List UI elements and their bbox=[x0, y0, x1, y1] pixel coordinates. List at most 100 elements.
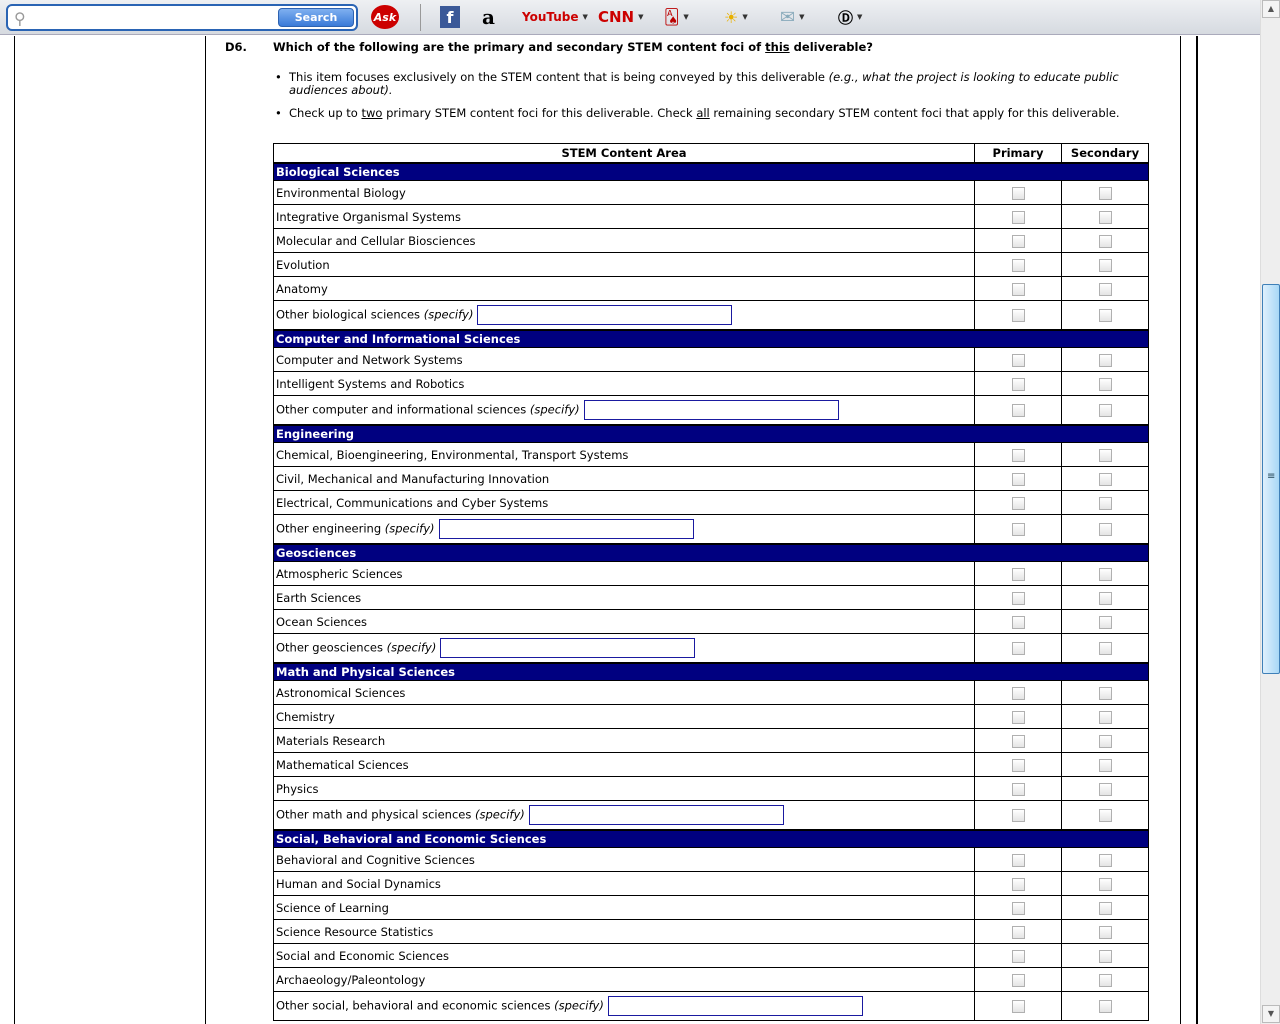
scroll-up-button[interactable]: ▲ bbox=[1262, 0, 1280, 18]
secondary-checkbox[interactable] bbox=[1098, 567, 1112, 581]
primary-checkbox[interactable] bbox=[1011, 210, 1025, 224]
primary-cell bbox=[974, 561, 1062, 586]
chevron-down-icon[interactable]: ▼ bbox=[742, 13, 748, 21]
secondary-checkbox[interactable] bbox=[1098, 353, 1112, 367]
secondary-checkbox[interactable] bbox=[1098, 973, 1112, 987]
primary-checkbox[interactable] bbox=[1011, 567, 1025, 581]
secondary-checkbox[interactable] bbox=[1098, 234, 1112, 248]
primary-checkbox[interactable] bbox=[1011, 591, 1025, 605]
primary-checkbox[interactable] bbox=[1011, 877, 1025, 891]
primary-checkbox[interactable] bbox=[1011, 686, 1025, 700]
primary-checkbox[interactable] bbox=[1011, 853, 1025, 867]
primary-checkbox[interactable] bbox=[1011, 782, 1025, 796]
content-area-label: Mathematical Sciences bbox=[273, 752, 975, 777]
primary-checkbox[interactable] bbox=[1011, 353, 1025, 367]
scroll-down-button[interactable]: ▼ bbox=[1262, 1005, 1280, 1023]
search-box: ⚲ Search bbox=[6, 4, 358, 31]
primary-checkbox[interactable] bbox=[1011, 925, 1025, 939]
facebook-icon[interactable]: f bbox=[440, 6, 460, 28]
primary-checkbox[interactable] bbox=[1011, 186, 1025, 200]
specify-label: (specify) bbox=[423, 307, 474, 322]
primary-checkbox[interactable] bbox=[1011, 377, 1025, 391]
chevron-down-icon[interactable]: ▼ bbox=[582, 13, 588, 21]
primary-checkbox[interactable] bbox=[1011, 448, 1025, 462]
ask-icon[interactable]: Ask bbox=[371, 5, 399, 29]
search-input[interactable] bbox=[36, 9, 276, 26]
primary-checkbox[interactable] bbox=[1011, 615, 1025, 629]
primary-checkbox[interactable] bbox=[1011, 734, 1025, 748]
primary-checkbox[interactable] bbox=[1011, 472, 1025, 486]
secondary-checkbox[interactable] bbox=[1098, 901, 1112, 915]
chevron-down-icon[interactable]: ▼ bbox=[799, 13, 805, 21]
scrollbar-thumb[interactable]: ≡ bbox=[1262, 284, 1280, 674]
mail-icon[interactable]: ✉ ▼ bbox=[780, 6, 805, 28]
primary-checkbox[interactable] bbox=[1011, 522, 1025, 536]
secondary-checkbox[interactable] bbox=[1098, 641, 1112, 655]
primary-checkbox[interactable] bbox=[1011, 949, 1025, 963]
page-border bbox=[1180, 36, 1181, 1024]
secondary-checkbox[interactable] bbox=[1098, 258, 1112, 272]
primary-checkbox[interactable] bbox=[1011, 234, 1025, 248]
specify-input[interactable] bbox=[607, 996, 863, 1016]
chevron-down-icon[interactable]: ▼ bbox=[638, 13, 644, 21]
secondary-checkbox[interactable] bbox=[1098, 877, 1112, 891]
secondary-checkbox[interactable] bbox=[1098, 808, 1112, 822]
specify-input[interactable] bbox=[477, 304, 733, 325]
secondary-checkbox[interactable] bbox=[1098, 403, 1112, 417]
primary-checkbox[interactable] bbox=[1011, 973, 1025, 987]
vertical-scrollbar[interactable]: ▲ ≡ ▼ bbox=[1260, 0, 1280, 1024]
secondary-checkbox[interactable] bbox=[1098, 758, 1112, 772]
cnn-icon[interactable]: CNN ▼ bbox=[598, 6, 644, 28]
primary-cell bbox=[974, 276, 1062, 301]
secondary-cell bbox=[1061, 300, 1149, 330]
primary-checkbox[interactable] bbox=[1011, 1000, 1025, 1013]
specify-input[interactable] bbox=[438, 518, 694, 539]
chevron-down-icon[interactable]: ▼ bbox=[857, 13, 863, 21]
primary-checkbox[interactable] bbox=[1011, 758, 1025, 772]
content-area-label: Molecular and Cellular Biosciences bbox=[273, 228, 975, 253]
secondary-checkbox[interactable] bbox=[1098, 734, 1112, 748]
primary-checkbox[interactable] bbox=[1011, 710, 1025, 724]
specify-input[interactable] bbox=[528, 804, 784, 825]
secondary-checkbox[interactable] bbox=[1098, 496, 1112, 510]
specify-input[interactable] bbox=[440, 637, 696, 658]
secondary-checkbox[interactable] bbox=[1098, 710, 1112, 724]
primary-checkbox[interactable] bbox=[1011, 403, 1025, 417]
secondary-checkbox[interactable] bbox=[1098, 1000, 1112, 1013]
primary-checkbox[interactable] bbox=[1011, 808, 1025, 822]
table-row: Archaeology/Paleontology bbox=[273, 967, 1149, 992]
weather-icon[interactable]: ☀ ▼ bbox=[724, 7, 748, 27]
secondary-checkbox[interactable] bbox=[1098, 686, 1112, 700]
primary-checkbox[interactable] bbox=[1011, 308, 1025, 322]
primary-checkbox[interactable] bbox=[1011, 901, 1025, 915]
secondary-checkbox[interactable] bbox=[1098, 448, 1112, 462]
secondary-checkbox[interactable] bbox=[1098, 782, 1112, 796]
specify-input[interactable] bbox=[583, 399, 839, 420]
secondary-checkbox[interactable] bbox=[1098, 853, 1112, 867]
primary-checkbox[interactable] bbox=[1011, 258, 1025, 272]
secondary-checkbox[interactable] bbox=[1098, 925, 1112, 939]
secondary-checkbox[interactable] bbox=[1098, 522, 1112, 536]
secondary-checkbox[interactable] bbox=[1098, 949, 1112, 963]
secondary-checkbox[interactable] bbox=[1098, 308, 1112, 322]
secondary-checkbox[interactable] bbox=[1098, 282, 1112, 296]
table-row: Behavioral and Cognitive Sciences bbox=[273, 847, 1149, 872]
primary-checkbox[interactable] bbox=[1011, 496, 1025, 510]
secondary-checkbox[interactable] bbox=[1098, 377, 1112, 391]
games-icon[interactable]: 🂡 ▼ bbox=[664, 8, 689, 26]
amazon-icon[interactable]: a bbox=[482, 5, 495, 29]
secondary-checkbox[interactable] bbox=[1098, 210, 1112, 224]
search-button[interactable]: Search bbox=[278, 8, 354, 27]
youtube-icon[interactable]: YouTube ▼ bbox=[522, 6, 588, 28]
dictionary-icon[interactable]: Ⓓ ▼ bbox=[838, 8, 863, 27]
secondary-checkbox[interactable] bbox=[1098, 591, 1112, 605]
search-icon: ⚲ bbox=[14, 9, 26, 28]
primary-checkbox[interactable] bbox=[1011, 282, 1025, 296]
secondary-checkbox[interactable] bbox=[1098, 186, 1112, 200]
chevron-down-icon[interactable]: ▼ bbox=[683, 13, 689, 21]
secondary-checkbox[interactable] bbox=[1098, 615, 1112, 629]
table-row: Evolution bbox=[273, 252, 1149, 277]
secondary-checkbox[interactable] bbox=[1098, 472, 1112, 486]
primary-cell bbox=[974, 776, 1062, 801]
primary-checkbox[interactable] bbox=[1011, 641, 1025, 655]
